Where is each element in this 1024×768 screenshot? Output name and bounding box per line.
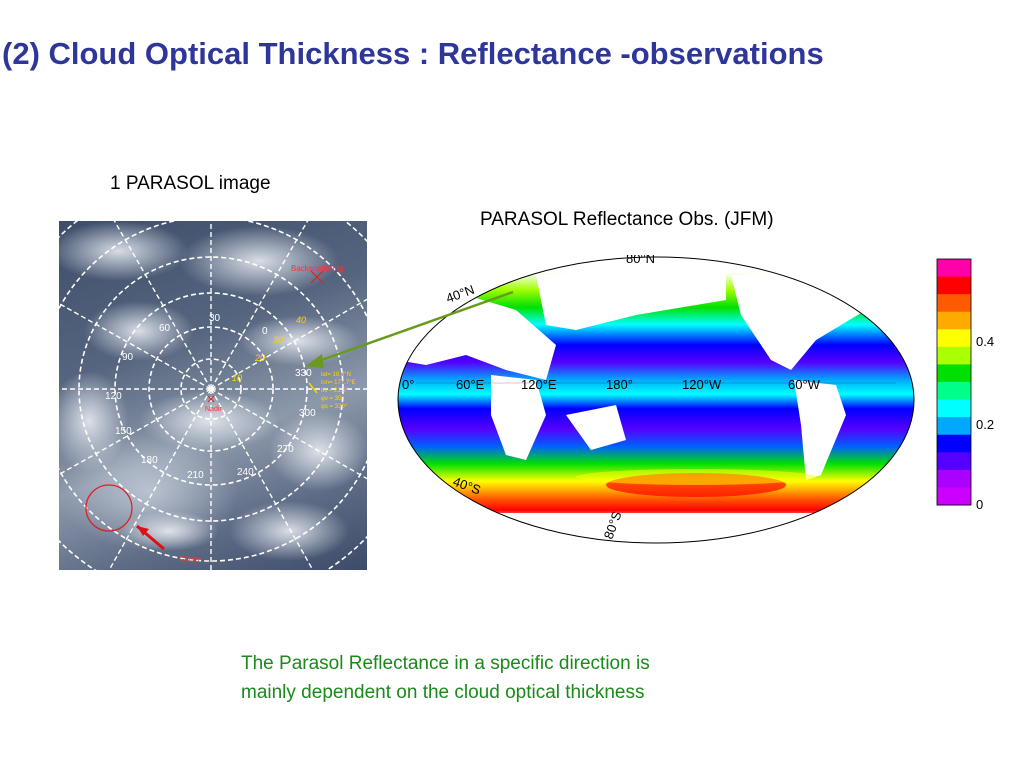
caption-line: mainly dependent on the cloud optical th…: [241, 682, 645, 703]
zenith-label: 10: [232, 373, 242, 383]
azimuth-label: 60: [159, 323, 171, 334]
colorbar-band: [937, 311, 971, 330]
azimuth-label: 240: [237, 467, 254, 478]
colorbar-band: [937, 417, 971, 436]
colorbar-band: [937, 399, 971, 418]
lon-label: 120°W: [682, 377, 722, 392]
azimuth-label: 270: [277, 444, 294, 455]
lat-label: 80°N: [626, 255, 655, 266]
colorbar-band: [937, 364, 971, 383]
colorbar-band: [937, 382, 971, 401]
lon-label: 60°E: [456, 377, 485, 392]
land-south-america: [794, 380, 846, 480]
zenith-label: 30: [273, 335, 283, 345]
glint-label: Glitter: [179, 555, 201, 564]
colorbar-band: [937, 487, 971, 506]
reflectance-world-map: 40°N 80°N 40°S 80°S 0° 60°E 120°E 180° 1…: [396, 251, 916, 545]
zenith-label: 40: [296, 315, 306, 325]
colorbar-band: [937, 329, 971, 348]
lon-label: 180°: [606, 377, 633, 392]
svg-text:lon= 177.7°E: lon= 177.7°E: [321, 380, 356, 386]
lon-label: 60°W: [788, 377, 821, 392]
svg-text:lat= 18.8°N: lat= 18.8°N: [321, 372, 351, 378]
colorbar-band: [937, 276, 971, 295]
glint-circle: [85, 484, 133, 532]
azimuth-label: 300: [299, 408, 316, 419]
slide-title: (2) Cloud Optical Thickness : Reflectanc…: [2, 36, 824, 71]
azimuth-label: 180: [141, 455, 158, 466]
colorbar-band: [937, 346, 971, 365]
colorbar-band: [937, 452, 971, 471]
svg-text:θs = 21.5°: θs = 21.5°: [321, 388, 349, 394]
land-australia: [566, 405, 626, 450]
land-europe: [866, 275, 914, 315]
colorbar-band: [937, 434, 971, 453]
satellite-image-label: 1 PARASOL image: [110, 173, 271, 194]
azimuth-label: 150: [115, 426, 132, 437]
lon-label: 120°E: [521, 377, 557, 392]
svg-text:φv = 30°: φv = 30°: [321, 396, 344, 402]
azimuth-label: 120: [105, 391, 122, 402]
caption: The Parasol Reflectance in a specific di…: [241, 649, 650, 707]
nadir-label: Nadir: [205, 406, 222, 413]
caption-line: The Parasol Reflectance in a specific di…: [241, 653, 650, 674]
colorbar-tick: 0: [976, 497, 983, 512]
land-north-asia: [536, 265, 726, 330]
colorbar-band: [937, 259, 971, 278]
colorbar-tick: 0.4: [976, 334, 994, 349]
azimuth-label: 210: [187, 470, 204, 481]
svg-text:φs = 320°: φs = 320°: [321, 404, 348, 410]
geometry-info: lat= 18.8°N lon= 177.7°E θs = 21.5° φv =…: [321, 372, 356, 410]
colorbar-band: [937, 469, 971, 488]
azimuth-label: 330: [295, 368, 312, 379]
colorbar-band: [937, 294, 971, 313]
zenith-label: 20: [254, 353, 265, 363]
azimuth-label: 30: [209, 313, 221, 324]
parasol-satellite-image: Backscattering Glitter Nadir 0 30 60 90 …: [59, 221, 367, 570]
map-outline: [397, 256, 915, 544]
azimuth-label: 90: [122, 352, 134, 363]
reflectance-colorbar: 0.4 0.2 0: [936, 258, 996, 518]
map-title: PARASOL Reflectance Obs. (JFM): [480, 209, 774, 230]
colorbar-tick: 0.2: [976, 417, 994, 432]
land-africa: [491, 375, 546, 460]
backscatter-label: Backscattering: [291, 264, 343, 273]
land-antarctica: [398, 513, 914, 543]
azimuth-label: 0: [262, 326, 268, 337]
azimuth-lines: [59, 221, 367, 570]
lon-label: 0°: [402, 377, 414, 392]
